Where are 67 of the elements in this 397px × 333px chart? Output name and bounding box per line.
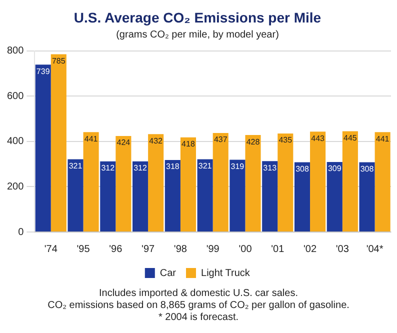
- data-label: 428: [246, 137, 260, 146]
- bar: [132, 161, 148, 232]
- data-label: 321: [68, 161, 83, 170]
- legend-label: Light Truck: [201, 268, 251, 279]
- data-label: 308: [296, 164, 310, 174]
- chart-title: U.S. Average CO₂ Emissions per Mile: [74, 9, 322, 26]
- data-label: 441: [376, 134, 390, 144]
- x-tick-label: '03: [336, 244, 350, 255]
- y-tick-label: 600: [6, 90, 24, 102]
- x-tick-label: '99: [206, 244, 220, 255]
- bar: [326, 162, 342, 232]
- data-label: 785: [52, 56, 66, 66]
- bar: [164, 160, 180, 232]
- x-tick-label: '74: [44, 244, 58, 255]
- bar: [148, 134, 164, 232]
- data-label: 308: [360, 164, 374, 174]
- text: * 2004 is forecast.: [157, 312, 240, 324]
- bar: [50, 54, 66, 232]
- data-label: 443: [311, 134, 326, 143]
- bar: [310, 132, 326, 232]
- text: Includes imported & domestic U.S. car sales.: [98, 288, 299, 300]
- x-tick-label: '97: [142, 244, 156, 255]
- y-tick-label: 200: [6, 181, 24, 192]
- y-tick-label: 800: [6, 46, 24, 57]
- bar: [342, 131, 358, 232]
- data-label: 445: [344, 133, 358, 142]
- data-label: 432: [149, 136, 164, 146]
- data-label: 319: [230, 162, 245, 171]
- bar: [374, 132, 390, 232]
- data-label: 313: [263, 163, 278, 172]
- y-tick-label: 0: [18, 226, 24, 238]
- data-label: 435: [278, 136, 293, 145]
- x-tick-label: '98: [174, 244, 188, 255]
- bar: [83, 132, 99, 232]
- bar: [359, 162, 375, 232]
- bar: [278, 133, 294, 232]
- x-tick-label: '04*: [366, 244, 384, 255]
- bar: [262, 161, 278, 232]
- bar: [197, 159, 213, 232]
- x-tick-label: '01: [271, 244, 285, 255]
- data-label: 424: [116, 138, 131, 148]
- data-label: 418: [182, 140, 196, 149]
- data-label: 309: [328, 164, 342, 174]
- bar: [294, 162, 310, 232]
- bar: [116, 136, 132, 232]
- bar: [230, 160, 246, 232]
- x-tick-label: '95: [76, 244, 90, 255]
- bar: [35, 64, 51, 232]
- text: CO₂ emissions based on 8,865 grams of CO₂ per gallon of gasoline.: [46, 300, 350, 312]
- bar: [180, 137, 196, 232]
- bar: [100, 161, 116, 232]
- x-tick-label: '02: [303, 244, 317, 255]
- bar: [212, 133, 228, 232]
- x-tick-label: '00: [238, 244, 252, 255]
- data-label: 437: [214, 135, 228, 144]
- data-label: 321: [198, 161, 212, 170]
- data-label: 312: [101, 164, 116, 173]
- data-label: 312: [134, 164, 148, 173]
- data-label: 441: [84, 134, 98, 144]
- data-label: 318: [166, 162, 180, 172]
- y-tick-label: 400: [6, 136, 24, 148]
- data-label: 739: [36, 66, 50, 76]
- chart-subtitle: (grams CO₂ per mile, by model year): [116, 30, 279, 41]
- bar: [68, 159, 84, 232]
- legend-label: Car: [160, 268, 177, 279]
- bar: [245, 135, 261, 232]
- x-tick-label: '96: [109, 244, 123, 255]
